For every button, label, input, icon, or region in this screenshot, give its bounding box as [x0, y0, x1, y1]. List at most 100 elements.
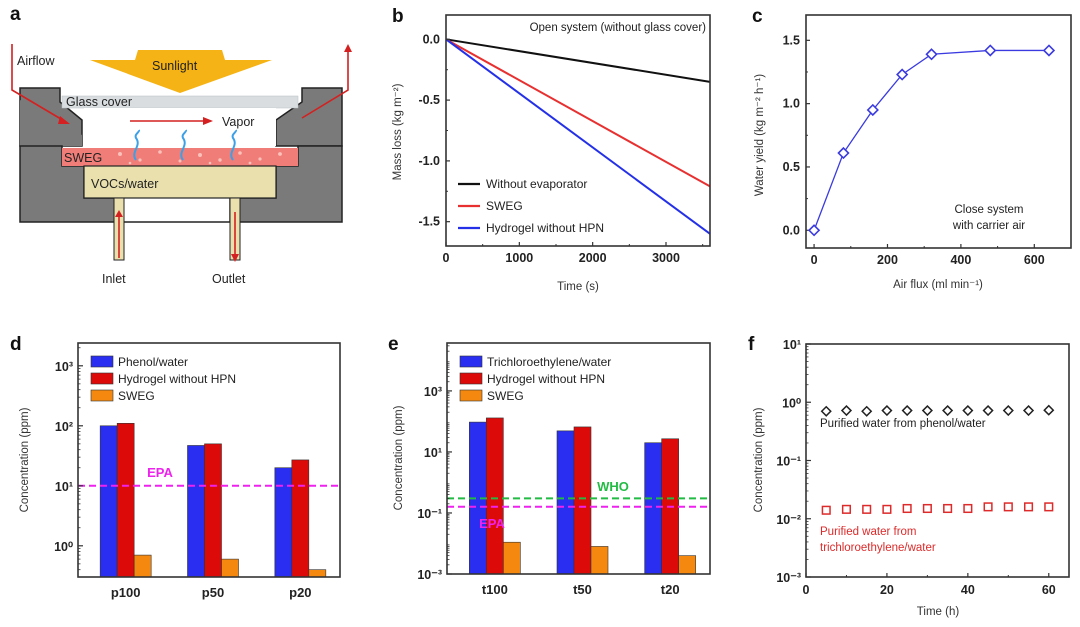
x-tick-label-b: 1000 [505, 251, 533, 265]
data-point-f-1 [882, 504, 892, 514]
category-label-d: p50 [202, 585, 224, 600]
series-line-b-1 [445, 38, 711, 188]
category-label-e: t100 [482, 582, 508, 597]
vapor-arrow-icon [130, 117, 213, 125]
panel-letter-c: c [752, 6, 763, 27]
data-point-f-0 [1022, 404, 1035, 417]
x-tick-label-b: 2000 [579, 251, 607, 265]
y-axis-label-c: Water yield (kg m⁻² h⁻¹) [754, 74, 766, 196]
y-axis-label-b: Mass loss (kg m⁻²) [392, 83, 404, 180]
legend-label-e-1: Hydrogel without HPN [487, 372, 605, 386]
legend-swatch-e-0 [459, 355, 483, 368]
label-sunlight: Sunlight [152, 59, 198, 73]
annotation-c-line1: Close system [954, 204, 1023, 216]
y-tick-label-f: 10⁰ [782, 396, 802, 410]
bar-d-p50-1 [204, 443, 222, 578]
data-point-f-0 [820, 405, 832, 417]
data-point-f-1 [943, 503, 953, 514]
panel-letter-d: d [10, 334, 22, 355]
series-line-b-0 [445, 38, 711, 83]
data-point-c [896, 68, 909, 81]
panel-a-diagram: a Glass cover SWEG VOCs/water [10, 4, 352, 286]
bar-e-t50-1 [573, 426, 592, 575]
legend-label-d-0: Phenol/water [118, 355, 188, 369]
y-axis-label-f: Concentration (ppm) [753, 407, 765, 512]
bar-d-p50-2 [221, 558, 239, 578]
panel-d-chart: d p100 p50 p20 EPA 10⁰ 10¹ 10² 10³ Phenol/wat… [10, 334, 341, 600]
panel-b-chart: b 0 1000 2000 3000 0.0 -0.5 -1.0 -1.5 Open syst… [392, 6, 711, 293]
left-upper-fill [20, 100, 82, 146]
label-outlet: Outlet [212, 272, 246, 286]
bar-e-t50-0 [556, 430, 575, 575]
panel-f-chart: f 0 20 40 60 10⁻³ 10⁻² 10⁻¹ 10⁰ 10¹ Purified wat… [748, 334, 1070, 618]
bar-d-p100-0 [99, 425, 118, 578]
label-vapor: Vapor [222, 115, 254, 129]
panel-e-chart: e t100 t50 t20 WHO EPA 10⁻³ 10⁻¹ 10¹ 10³ Trich… [388, 334, 711, 597]
legend-label-e-0: Trichloroethylene/water [487, 355, 611, 369]
bar-d-p20-0 [274, 467, 293, 578]
bar-d-p100-1 [116, 423, 135, 578]
y-tick-label-f: 10⁻² [776, 513, 801, 527]
bar-e-t20-0 [644, 442, 662, 575]
category-label-d: p100 [111, 585, 141, 600]
data-point-f-0 [921, 404, 933, 417]
x-tick-label-c: 400 [950, 253, 971, 267]
data-point-c [866, 103, 879, 117]
reference-label-d-epa: EPA [147, 465, 173, 480]
data-point-f-0 [1043, 404, 1055, 416]
data-point-c [807, 224, 821, 237]
legend-label-b-1: SWEG [486, 199, 523, 213]
y-tick-label-e: 10⁻¹ [417, 507, 442, 521]
data-point-f-0 [962, 404, 974, 417]
data-point-f-1 [902, 503, 912, 514]
y-tick-label-b: -0.5 [418, 93, 440, 107]
category-label-d: p20 [289, 585, 311, 600]
series-label-f-tce-line1: Purified water from [820, 526, 917, 538]
x-tick-label-f: 60 [1042, 583, 1056, 597]
x-tick-label-c: 200 [877, 253, 898, 267]
airflow-in-arrow-icon [11, 44, 70, 124]
y-axis-label-d: Concentration (ppm) [19, 407, 31, 512]
device-body [19, 87, 343, 223]
panel-letter-a: a [10, 4, 21, 25]
y-tick-label-f: 10⁻³ [776, 571, 801, 585]
y-tick-label-c: 1.5 [783, 33, 800, 47]
data-point-c [837, 146, 850, 160]
x-tick-label-f: 0 [803, 583, 810, 597]
y-axis-label-e: Concentration (ppm) [393, 405, 405, 510]
bar-e-t100-2 [503, 541, 521, 575]
data-point-f-0 [861, 405, 873, 417]
x-tick-label-f: 40 [961, 583, 975, 597]
y-tick-label-b: -1.0 [418, 154, 440, 168]
data-point-f-1 [1003, 502, 1013, 512]
category-label-e: t20 [661, 582, 680, 597]
reference-label-e-who: WHO [597, 479, 629, 494]
label-airflow: Airflow [17, 54, 55, 68]
vocs-water-reservoir [83, 165, 277, 199]
data-point-f-1 [1023, 502, 1034, 512]
x-tick-label-c: 600 [1024, 253, 1045, 267]
bar-d-p20-2 [308, 569, 327, 578]
legend-swatch-e-1 [459, 372, 483, 385]
label-inlet: Inlet [102, 272, 126, 286]
chart-title-b: Open system (without glass cover) [530, 22, 707, 34]
legend-label-d-1: Hydrogel without HPN [118, 372, 236, 386]
outlet-arrow-icon [231, 212, 239, 262]
data-point-f-0 [840, 404, 853, 417]
panel-letter-f: f [748, 334, 755, 355]
x-tick-label-c: 0 [811, 253, 818, 267]
data-point-c [925, 48, 938, 61]
inlet-arrow-icon [115, 210, 123, 258]
reference-label-e-epa: EPA [479, 516, 505, 531]
data-point-f-0 [942, 404, 954, 417]
legend-swatch-d-1 [90, 372, 114, 385]
y-tick-label-d: 10⁰ [54, 540, 74, 554]
panel-letter-e: e [388, 334, 399, 355]
y-tick-label-d: 10² [55, 420, 73, 434]
vapor-wisps-icon [133, 129, 238, 161]
y-tick-label-c: 0.5 [783, 160, 800, 174]
y-tick-label-c: 0.0 [783, 223, 800, 237]
legend-swatch-d-0 [90, 355, 114, 368]
data-point-f-1 [821, 505, 831, 515]
bar-d-p20-1 [291, 459, 310, 578]
